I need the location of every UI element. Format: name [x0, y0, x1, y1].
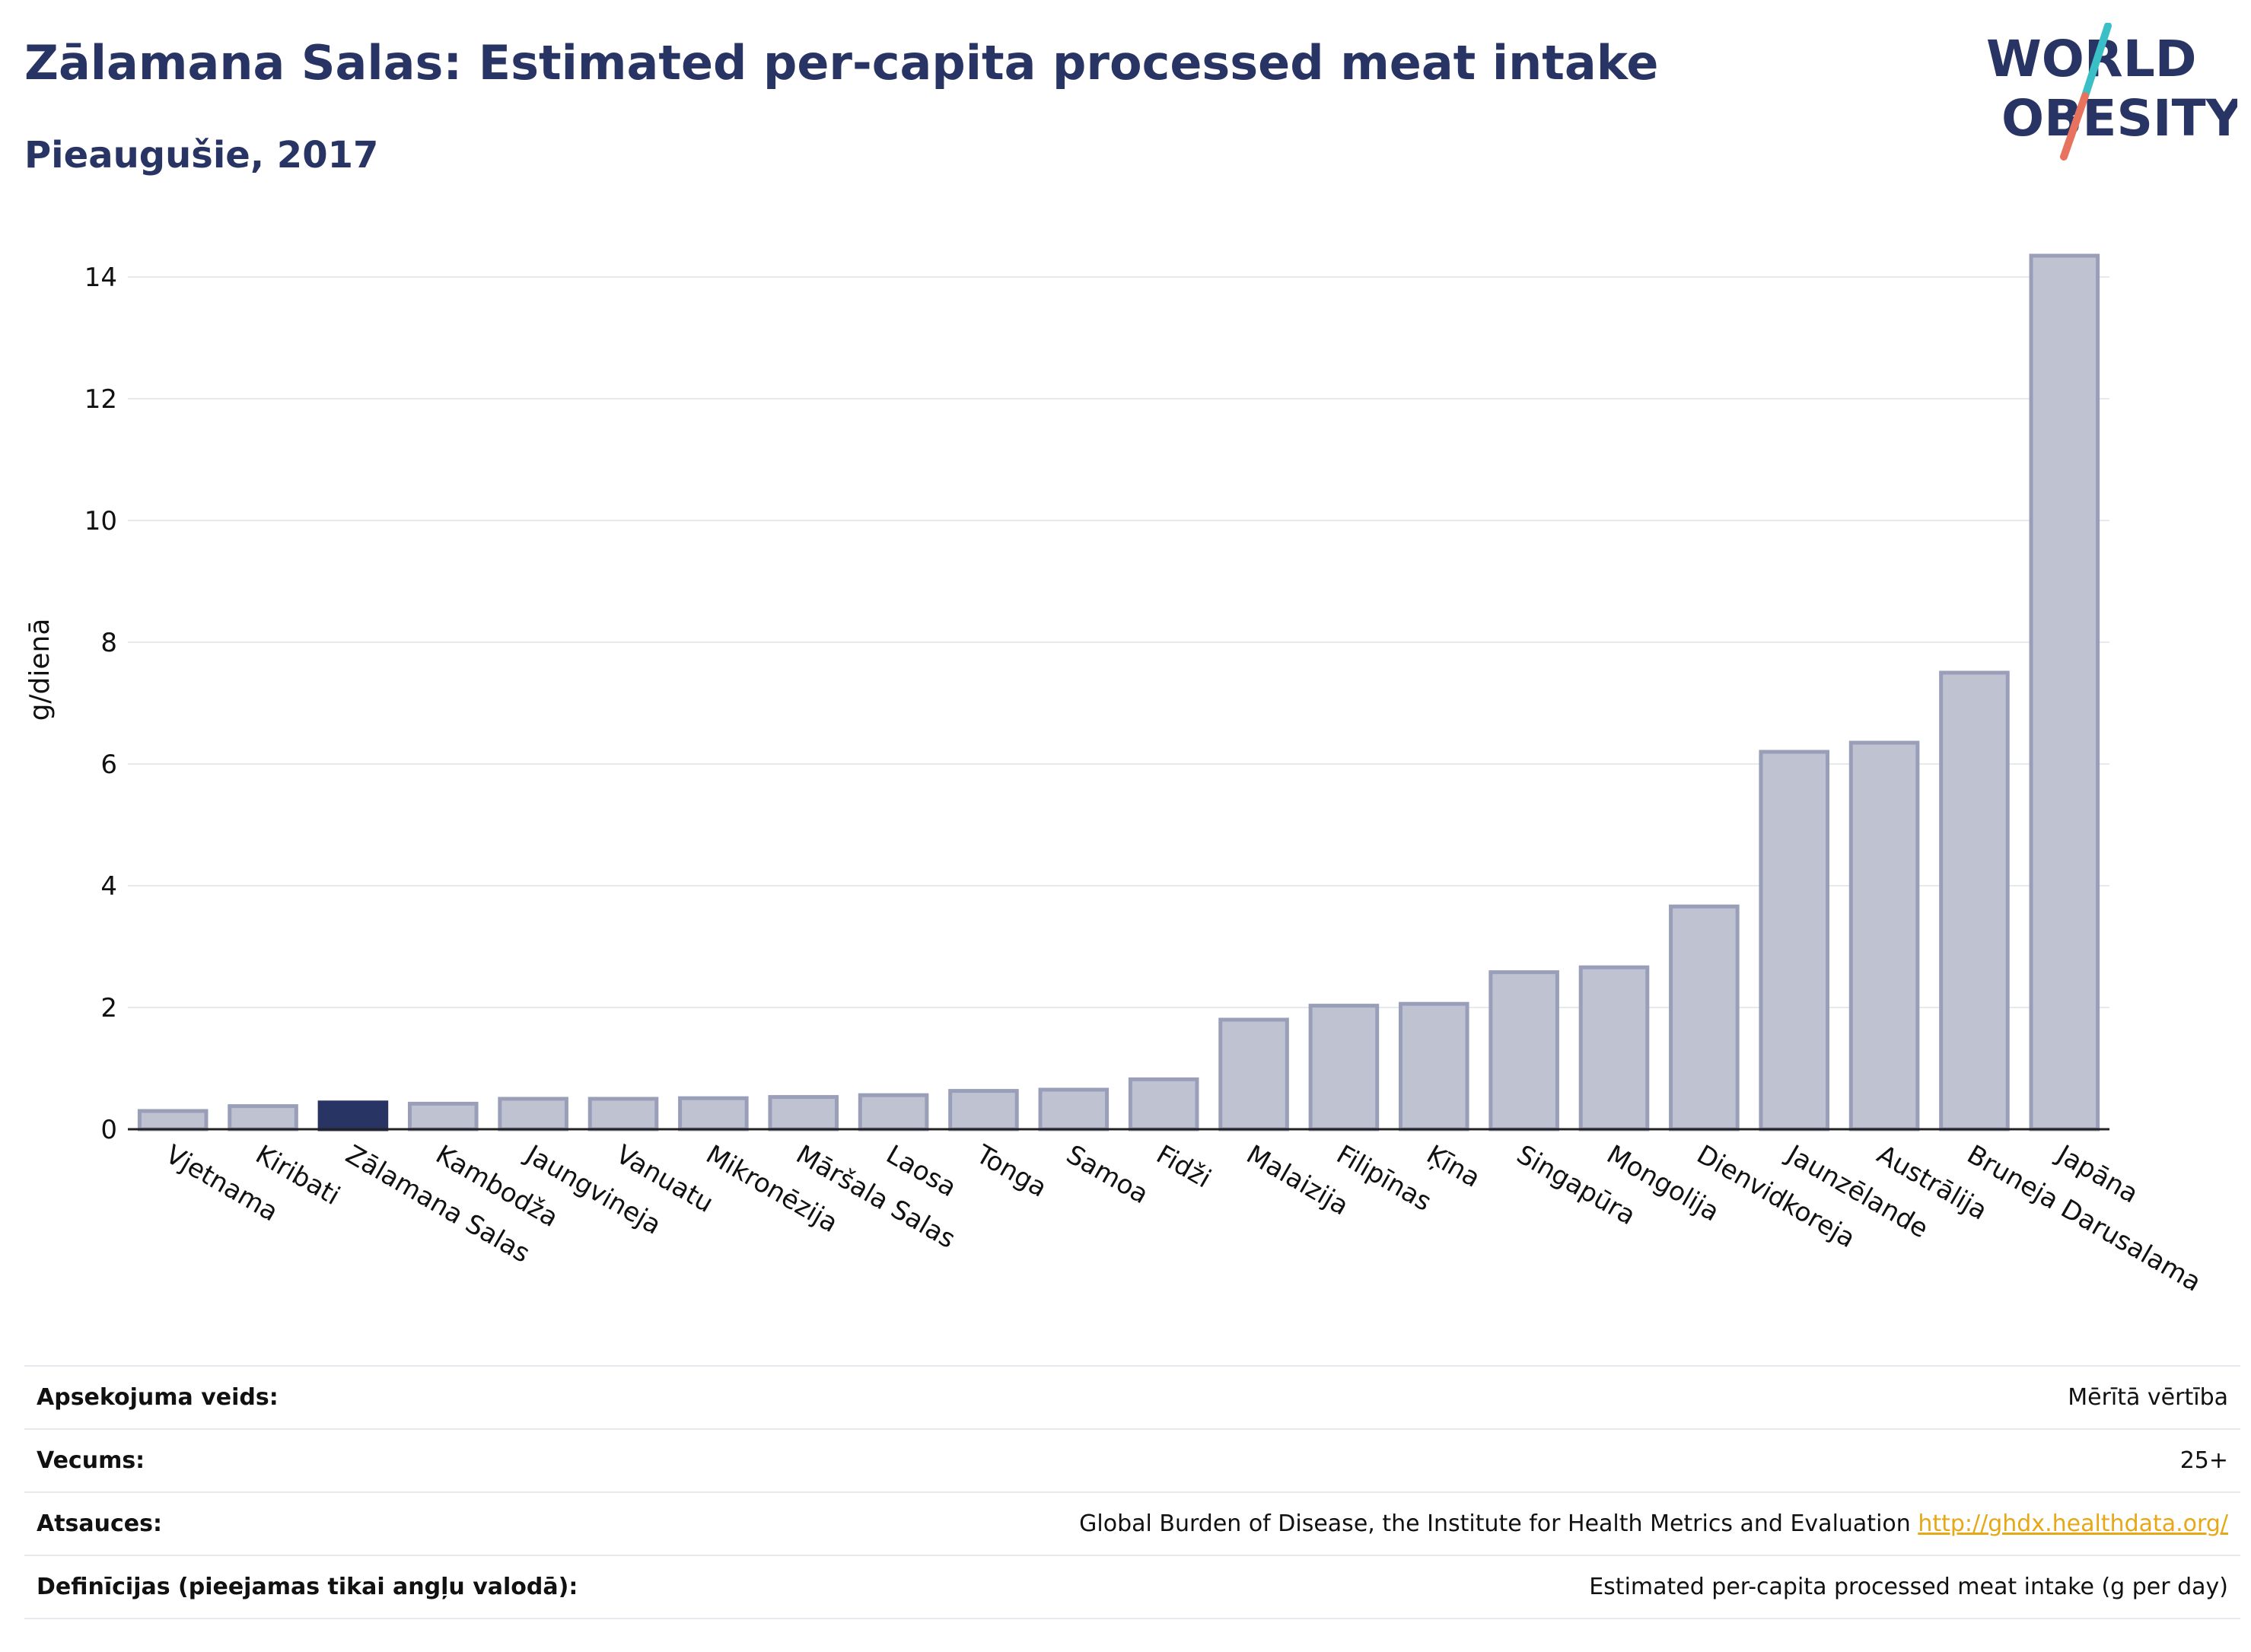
bar	[1308, 1004, 1380, 1132]
meta-row-sources: Atsauces: Global Burden of Disease, the …	[24, 1492, 2240, 1555]
meta-value-age: 25+	[2179, 1447, 2228, 1474]
y-tick-label: 12	[84, 384, 117, 415]
y-tick-label: 4	[100, 871, 117, 902]
bar	[1669, 904, 1740, 1132]
bar	[948, 1089, 1019, 1132]
y-tick-label: 10	[84, 506, 117, 536]
logo-slash-bottom	[2060, 92, 2089, 161]
chart-subtitle: Pieaugušie, 2017	[24, 134, 379, 177]
bar-highlighted	[317, 1100, 389, 1132]
meta-label-survey-type: Apsekojuma veids:	[37, 1384, 279, 1411]
world-obesity-logo: WORLD OBESITY	[1986, 23, 2237, 161]
y-tick-label: 6	[100, 750, 117, 780]
logo-text-obesity: OBESITY	[2001, 89, 2237, 148]
source-link[interactable]: http://ghdx.healthdata.org/	[1918, 1510, 2228, 1537]
bar	[768, 1095, 839, 1132]
metadata-table: Apsekojuma veids: Mērītā vērtība Vecums:…	[24, 1365, 2240, 1619]
bar	[1488, 970, 1559, 1132]
bar	[228, 1104, 298, 1132]
y-axis-label: g/dienā	[24, 619, 56, 721]
bar	[858, 1093, 929, 1132]
meta-row-age: Vecums: 25+	[24, 1429, 2240, 1492]
y-tick-label: 0	[100, 1115, 117, 1145]
bar	[1939, 670, 2010, 1132]
bars	[137, 253, 2100, 1132]
chart-title: Zālamana Salas: Estimated per-capita pro…	[24, 35, 1659, 91]
bar	[1128, 1077, 1199, 1132]
x-tick-label: Samoa	[1061, 1139, 1153, 1210]
y-tick-label: 14	[84, 263, 117, 293]
y-tick-label: 2	[100, 993, 117, 1023]
bar	[1848, 740, 1920, 1132]
bar	[407, 1101, 479, 1132]
meta-value-definitions: Estimated per-capita processed meat inta…	[1589, 1574, 2228, 1600]
bar	[1038, 1087, 1110, 1132]
bar	[2029, 253, 2100, 1132]
bar	[678, 1096, 749, 1132]
bar	[1759, 750, 1830, 1132]
y-tick-label: 8	[100, 628, 117, 658]
x-tick-label: Tonga	[970, 1139, 1052, 1204]
y-tick-labels: 0 2 4 6 8 10 12 14	[84, 263, 117, 1145]
meta-value-sources: Global Burden of Disease, the Institute …	[745, 1492, 2240, 1555]
meta-row-survey-type: Apsekojuma veids: Mērītā vērtība	[24, 1366, 2240, 1429]
meta-source-text: Global Burden of Disease, the Institute …	[1079, 1510, 1918, 1537]
logo-slash-top	[2081, 23, 2112, 100]
bar	[587, 1097, 659, 1132]
meta-row-definitions: Definīcijas (pieejamas tikai angļu valod…	[24, 1555, 2240, 1619]
bar	[1218, 1017, 1289, 1132]
bar	[1398, 1001, 1469, 1132]
meta-label-age: Vecums:	[37, 1447, 145, 1474]
x-tick-label: Fidži	[1151, 1139, 1216, 1194]
x-tick-label: Malaizija	[1241, 1139, 1354, 1221]
x-tick-label: Ķīna	[1422, 1139, 1485, 1194]
meta-label-definitions: Definīcijas (pieejamas tikai angļu valod…	[37, 1574, 578, 1600]
bar	[498, 1097, 568, 1132]
bar	[1578, 965, 1650, 1132]
bar	[137, 1109, 209, 1132]
meta-label-sources: Atsauces:	[37, 1510, 162, 1537]
meta-value-survey-type: Mērītā vērtība	[2068, 1384, 2228, 1411]
